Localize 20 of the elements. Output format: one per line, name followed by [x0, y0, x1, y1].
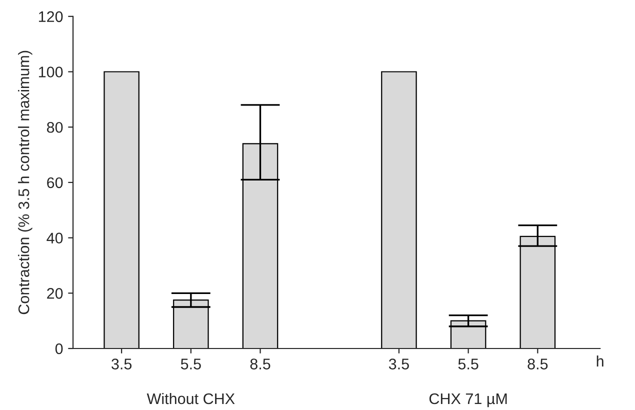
y-tick-label: 20: [47, 288, 63, 299]
text: CHX 71 µM: [429, 393, 507, 408]
x-tick-label: 5.5: [180, 358, 201, 370]
x-tick-label: 3.5: [112, 358, 132, 370]
y-tick-label: 40: [46, 232, 63, 244]
bar: [381, 71, 417, 348]
y-axis-title: Contraction (% 3.5 h control maximum): [18, 50, 32, 314]
x-tick-label: 3.5: [388, 358, 409, 370]
x-tick-label: 8.5: [528, 358, 548, 370]
y-tick-label: 80: [46, 122, 63, 133]
y-tick-label: 60: [47, 177, 63, 188]
y-tick-label: 100: [38, 66, 63, 78]
bar: [450, 320, 486, 348]
y-tick-label: 120: [38, 11, 63, 22]
text: h: [596, 355, 604, 367]
text: Without CHX: [146, 392, 235, 404]
x-tick-label: 5.5: [458, 358, 478, 370]
x-tick-label: 8.5: [250, 358, 270, 370]
y-tick-label: 0: [55, 343, 63, 354]
bar: [104, 71, 140, 348]
